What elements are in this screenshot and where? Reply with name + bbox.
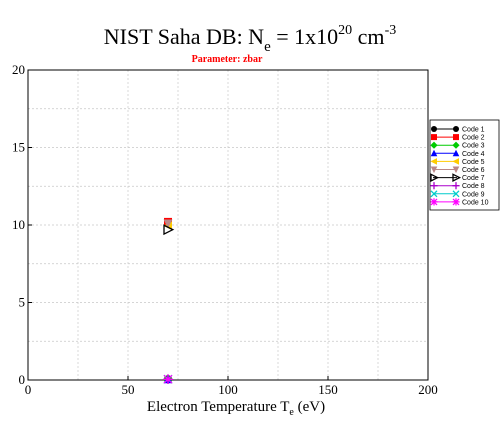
- legend-marker-code-2-right: [453, 134, 459, 141]
- title-unit: cm: [352, 24, 384, 49]
- legend-marker-code-2-left: [431, 134, 437, 141]
- data-point-code-6: [163, 219, 173, 229]
- data-point-code-7: [163, 224, 175, 236]
- y-tick-label: 20: [12, 62, 25, 77]
- legend-marker-code-6-left: [430, 166, 438, 174]
- legend-marker-code-1-right: [453, 126, 459, 132]
- title-unit-sup: -3: [385, 23, 397, 38]
- legend-marker-code-3-right: [452, 141, 460, 149]
- legend-box: [429, 119, 500, 211]
- legend-marker-code-3-left: [430, 141, 438, 149]
- data-point-code-10: [163, 374, 173, 385]
- legend-marker-code-8-left: [430, 182, 438, 190]
- xlabel-sub: e: [289, 407, 294, 418]
- chart-title: NIST Saha DB: Ne = 1x1020 cm-3: [104, 23, 396, 55]
- legend-marker-code-1-left: [431, 126, 437, 132]
- chart-subtitle: Parameter: zbar: [192, 54, 263, 65]
- x-tick-label: 150: [318, 382, 338, 397]
- legend-marker-code-9-left: [430, 190, 438, 198]
- legend-marker-code-9-right: [452, 190, 460, 198]
- legend-marker-code-4-left: [430, 149, 438, 157]
- legend-marker-code-7-left: [430, 173, 440, 182]
- legend-marker-code-8-right: [452, 182, 460, 190]
- data-points: [163, 217, 175, 385]
- y-tick-label: 0: [19, 372, 26, 387]
- x-tick-label: 100: [218, 382, 238, 397]
- legend-marker-code-10-left: [430, 198, 438, 206]
- legend-marker-code-7-right: [452, 173, 462, 182]
- legend-marker-code-6-right: [452, 166, 460, 174]
- grid-lines: [28, 70, 428, 380]
- x-tick-label: 200: [418, 382, 438, 397]
- axis-ticks: 0 50 100 150 200 0 5 10 15 20: [12, 62, 438, 397]
- legend-label-code-2: Code 2: [462, 135, 485, 142]
- xlabel-unit: (eV): [294, 399, 325, 415]
- legend-label-code-3: Code 3: [462, 143, 485, 150]
- legend-label-code-8: Code 8: [462, 183, 485, 190]
- x-tick-label: 50: [122, 382, 135, 397]
- legend-label-code-4: Code 4: [462, 151, 485, 158]
- legend-label-code-10: Code 10: [462, 199, 489, 206]
- legend-marker-code-4-right: [452, 149, 460, 157]
- title-mid: = 1x10: [271, 24, 338, 49]
- x-tick-label: 0: [25, 382, 32, 397]
- y-tick-label: 15: [12, 140, 25, 155]
- y-tick-label: 5: [19, 295, 26, 310]
- legend-label-code-7: Code 7: [462, 175, 485, 182]
- xlabel-main: Electron Temperature T: [147, 399, 290, 415]
- legend-marker-code-5-right: [452, 158, 459, 165]
- legend-label-code-1: Code 1: [462, 127, 485, 134]
- title-sup: 20: [338, 23, 352, 38]
- legend-marker-code-5-left: [430, 158, 437, 165]
- title-prefix: NIST Saha DB: N: [104, 24, 264, 49]
- title-sub: e: [264, 39, 271, 55]
- legend-label-code-9: Code 9: [462, 191, 485, 198]
- legend-label-code-6: Code 6: [462, 167, 485, 174]
- x-axis-label: Electron Temperature Te (eV): [147, 399, 325, 418]
- legend-marker-code-10-right: [452, 198, 460, 206]
- y-tick-label: 10: [12, 217, 25, 232]
- legend-label-code-5: Code 5: [462, 159, 485, 166]
